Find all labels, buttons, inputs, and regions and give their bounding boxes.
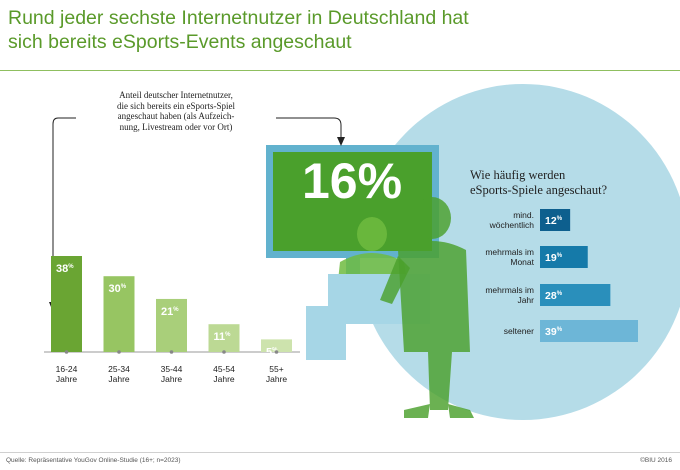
age-category-label-line: 45-54	[213, 364, 235, 374]
age-category-label-line: 55+	[269, 364, 284, 374]
age-bar	[103, 276, 135, 352]
age-bar	[51, 256, 82, 352]
age-category-label-line: Jahre	[213, 374, 235, 384]
age-bar	[156, 298, 187, 352]
age-category-label: 45-54 Jahre	[204, 364, 244, 384]
age-category-label-line: Jahre	[265, 374, 288, 384]
annotation-line-3: angeschaut haben (als Aufzeich-	[117, 111, 235, 121]
highlight-percentage: 16%	[301, 153, 403, 209]
frequency-title-line-1: Wie häufig werden	[470, 168, 566, 182]
age-axis-tick	[274, 350, 279, 354]
age-category-label: 35-44 Jahre	[152, 364, 192, 384]
annotation-text: Anteil deutscher Internetnutzer, die sic…	[76, 90, 276, 132]
source-note: Quelle: Repräsentative YouGov Online-Stu…	[6, 457, 181, 464]
chart-title: Rund jeder sechste Internetnutzer in Deu…	[8, 6, 528, 54]
age-bar	[261, 339, 292, 352]
screen-display	[273, 152, 432, 251]
copyright-note: ©BIU 2016	[640, 457, 672, 464]
age-bar	[208, 324, 240, 352]
frequency-category-label-line: mehrmals im	[485, 285, 534, 295]
bracket-left	[52, 117, 76, 308]
chart-title-line-2: sich bereits eSports-Events angeschaut	[8, 31, 352, 53]
frequency-category-label-line: wöchentlich	[489, 220, 534, 230]
age-category-label: 55+ Jahre	[257, 364, 297, 384]
annotation-line-4: nung, Livestream oder vor Ort)	[119, 121, 233, 132]
age-category-label-line: 16-24	[55, 364, 78, 374]
age-category-label-line: Jahre	[108, 374, 130, 384]
header-divider	[0, 70, 680, 71]
age-axis-tick	[117, 350, 121, 354]
frequency-category-label-line: mind.	[513, 210, 534, 220]
frequency-bar	[540, 246, 588, 268]
frequency-category-label-line: Monat	[510, 257, 534, 267]
standing-person-silhouette	[380, 197, 474, 418]
bracket-right	[276, 117, 342, 142]
age-category-label-line: Jahre	[160, 374, 183, 384]
age-axis-tick	[64, 350, 69, 354]
age-category-label: 16-24 Jahre	[47, 364, 87, 384]
desk-front	[306, 306, 346, 360]
age-category-label-line: 35-44	[160, 364, 183, 374]
age-category-label: 25-34 Jahre	[99, 364, 139, 384]
chart-title-line-1: Rund jeder sechste Internetnutzer in Deu…	[8, 7, 469, 29]
age-axis-tick	[222, 350, 226, 354]
age-category-label-line: Jahre	[55, 374, 78, 384]
frequency-bar	[540, 284, 611, 306]
age-category-label-line: 25-34	[108, 364, 130, 374]
age-axis-tick	[169, 350, 174, 354]
frequency-category-label-line: mehrmals im	[485, 247, 534, 257]
frequency-category-label: mehrmals im Monat	[454, 247, 534, 267]
frequency-category-label: seltener	[454, 326, 534, 336]
frequency-title-line-2: eSports-Spiele angeschaut?	[470, 183, 608, 197]
frequency-category-label-line: seltener	[503, 326, 534, 336]
bracket-right-arrow	[337, 137, 345, 146]
footer-divider	[0, 452, 680, 453]
annotation-line-1: Anteil deutscher Internetnutzer,	[119, 90, 233, 100]
frequency-category-label-line: Jahr	[517, 295, 534, 305]
frequency-bar	[540, 209, 571, 231]
frequency-category-label: mind. wöchentlich	[454, 210, 534, 230]
frequency-category-label: mehrmals im Jahr	[454, 285, 534, 305]
annotation-line-2: die sich bereits ein eSports-Spiel	[117, 100, 235, 111]
frequency-title: Wie häufig werden eSports-Spiele angesch…	[470, 168, 650, 198]
frequency-bar	[540, 320, 638, 342]
